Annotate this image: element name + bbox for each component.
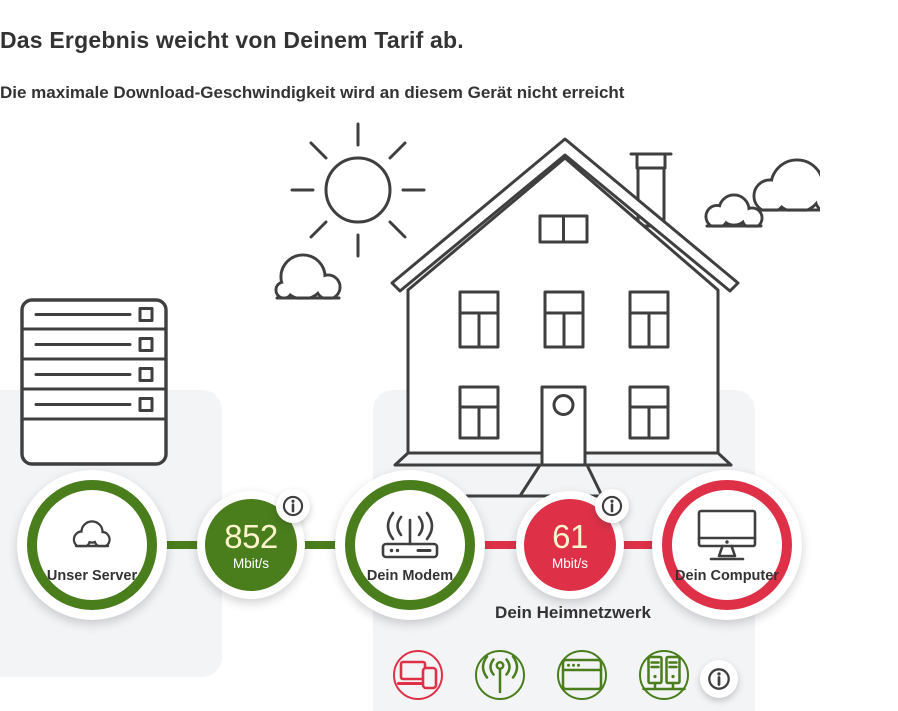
node-unser-server: Unser Server	[17, 470, 167, 620]
node-label: Dein Modem	[366, 567, 454, 584]
node-dein-computer: Dein Computer	[652, 470, 802, 620]
node-label: Unser Server	[46, 567, 138, 584]
cloud-small-left-icon	[270, 253, 350, 312]
devices-icon	[397, 660, 438, 690]
node-dein-modem: Dein Modem	[335, 470, 485, 620]
info-button-home-network[interactable]	[700, 660, 738, 698]
desktop-computer-icon	[697, 509, 757, 560]
sun-icon	[290, 122, 426, 258]
status-ring	[345, 480, 475, 610]
measurement-server-modem: 852 Mbit/s	[197, 489, 310, 599]
cloud-small-right-icon	[702, 193, 768, 236]
wifi-status	[475, 650, 525, 700]
upper-windows	[458, 290, 670, 349]
info-icon	[601, 495, 623, 517]
speed-unit: Mbit/s	[232, 555, 269, 571]
network-servers-status	[639, 650, 689, 700]
roof	[390, 137, 740, 293]
info-button-modem-speed[interactable]	[276, 489, 310, 523]
speed-value: 61	[552, 517, 588, 555]
speed-value: 852	[224, 517, 278, 555]
server-rack-illustration	[20, 298, 168, 466]
info-icon	[282, 495, 304, 517]
browser-window-icon	[561, 658, 603, 691]
page-title: Das Ergebnis weicht von Deinem Tarif ab.	[0, 27, 464, 53]
house-illustration	[270, 122, 820, 498]
cloud-big-right-icon	[750, 158, 820, 222]
browser-status	[557, 650, 607, 700]
house-icon	[390, 137, 740, 498]
devices-status	[393, 650, 443, 700]
cloud-icon	[69, 519, 115, 551]
wifi-antenna-icon	[481, 655, 519, 694]
status-ring	[662, 480, 792, 610]
home-network-label: Dein Heimnetzwerk	[495, 603, 651, 622]
status-ring	[27, 480, 157, 610]
lower-windows	[458, 385, 670, 440]
page-subtitle: Die maximale Download-Geschwindigkeit wi…	[0, 83, 625, 102]
door-window	[552, 394, 575, 416]
speed-unit: Mbit/s	[551, 555, 588, 571]
door	[540, 385, 587, 467]
info-button-home-speed[interactable]	[595, 489, 629, 523]
node-label: Dein Computer	[675, 567, 779, 584]
measurement-modem-computer: 61 Mbit/s	[516, 489, 629, 599]
info-icon	[708, 668, 730, 690]
network-servers-icon	[642, 655, 686, 691]
modem-icon	[381, 511, 439, 558]
